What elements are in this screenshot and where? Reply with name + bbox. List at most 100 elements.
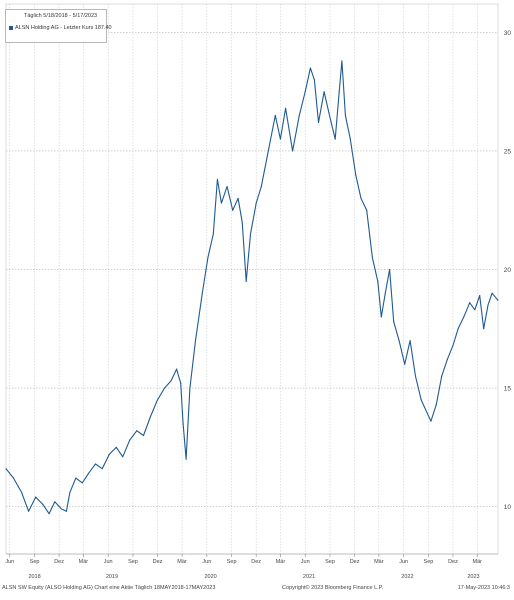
data-point — [279, 138, 281, 140]
data-point — [344, 114, 346, 116]
x-tick-label: Mär — [276, 559, 286, 565]
data-point — [380, 316, 382, 318]
x-year-label: 2023 — [467, 574, 479, 580]
x-tick-label: Jun — [399, 559, 408, 565]
plot-area — [5, 3, 499, 555]
x-tick-label: Jun — [5, 559, 14, 565]
data-point — [435, 404, 437, 406]
data-point — [81, 482, 83, 484]
data-point — [260, 185, 262, 188]
x-year-label: 2019 — [106, 574, 118, 580]
data-point — [142, 434, 145, 437]
data-point — [313, 79, 315, 81]
data-point — [360, 197, 362, 199]
data-point — [60, 508, 63, 510]
data-point — [216, 178, 218, 180]
data-point — [185, 458, 187, 460]
legend-entry: ALSN Holding AG - Letzter Kurs 187.40 — [9, 24, 112, 33]
x-year-label: 2021 — [303, 574, 315, 580]
data-point — [483, 328, 485, 330]
data-point — [207, 257, 209, 259]
data-point — [474, 309, 476, 311]
data-point — [384, 292, 386, 294]
data-point — [5, 468, 7, 470]
data-point — [232, 209, 234, 211]
data-point — [108, 453, 110, 455]
x-tick-label: Sep — [227, 559, 237, 565]
data-point — [377, 280, 379, 282]
data-point — [446, 359, 448, 361]
data-point — [255, 202, 257, 204]
data-point — [94, 463, 97, 465]
data-point — [409, 340, 411, 342]
data-point — [28, 510, 30, 512]
data-point — [389, 268, 391, 271]
x-tick-label: Mär — [374, 559, 384, 565]
x-tick-label: Dez — [54, 559, 64, 565]
data-point — [371, 257, 373, 259]
data-point — [267, 150, 269, 152]
data-point — [12, 477, 15, 479]
x-tick-label: Jun — [301, 559, 310, 565]
x-year-label: 2022 — [401, 574, 413, 580]
data-point — [292, 150, 294, 152]
data-point — [328, 114, 331, 116]
data-point — [334, 138, 336, 140]
data-point — [452, 344, 454, 346]
data-point — [176, 368, 178, 370]
x-tick-label: Dez — [153, 559, 163, 565]
data-point — [323, 91, 325, 93]
data-point — [180, 382, 182, 384]
data-point — [220, 202, 222, 204]
data-point — [274, 114, 276, 116]
data-point — [48, 513, 50, 515]
data-point — [426, 411, 428, 413]
data-point — [487, 304, 489, 306]
data-point — [304, 91, 306, 93]
data-point — [212, 233, 214, 235]
data-point — [201, 292, 203, 294]
y-tick-label: 30 — [504, 30, 512, 37]
data-point — [441, 375, 443, 377]
data-point — [69, 491, 71, 493]
data-point — [35, 496, 37, 498]
x-tick-label: Sep — [424, 559, 434, 565]
data-point — [189, 387, 191, 389]
x-tick-label: Jun — [202, 559, 211, 565]
data-point — [393, 321, 395, 323]
data-point — [122, 456, 124, 458]
data-point — [309, 67, 311, 69]
x-tick-label: Dez — [350, 559, 360, 565]
x-axis: Jun Sep Dez Mär Jun Sep Dez Mär Jun Sep Dez Mär Jun S… — [5, 553, 498, 580]
x-tick-label: Dez — [448, 559, 458, 565]
data-point — [420, 399, 422, 401]
data-point — [249, 233, 252, 235]
data-point — [129, 439, 131, 441]
data-point — [398, 340, 400, 342]
y-axis: 10 15 20 25 30 — [504, 30, 512, 511]
x-tick-label: Mär — [177, 559, 187, 565]
data-point — [469, 302, 471, 304]
data-point — [298, 114, 300, 116]
data-point — [42, 503, 44, 505]
y-tick-label: 20 — [504, 267, 512, 274]
data-point — [237, 197, 239, 199]
data-point — [479, 295, 481, 297]
series-layer — [5, 60, 499, 515]
data-point — [75, 477, 77, 479]
y-tick-label: 10 — [504, 504, 512, 511]
x-tick-label: Mär — [79, 559, 89, 565]
footer-copyright: Copyright© 2023 Bloomberg Finance L.P. — [282, 585, 384, 591]
data-point — [156, 399, 159, 401]
data-point — [241, 221, 243, 223]
data-point — [115, 446, 117, 448]
gridlines — [6, 4, 498, 554]
data-point — [457, 328, 459, 330]
data-point — [65, 510, 67, 512]
legend-swatch-icon — [9, 25, 13, 30]
legend-title: Täglich 5/18/2018 - 5/17/2023 — [24, 13, 98, 19]
data-point — [497, 299, 499, 301]
x-tick-label: Sep — [325, 559, 335, 565]
data-point — [163, 387, 166, 389]
